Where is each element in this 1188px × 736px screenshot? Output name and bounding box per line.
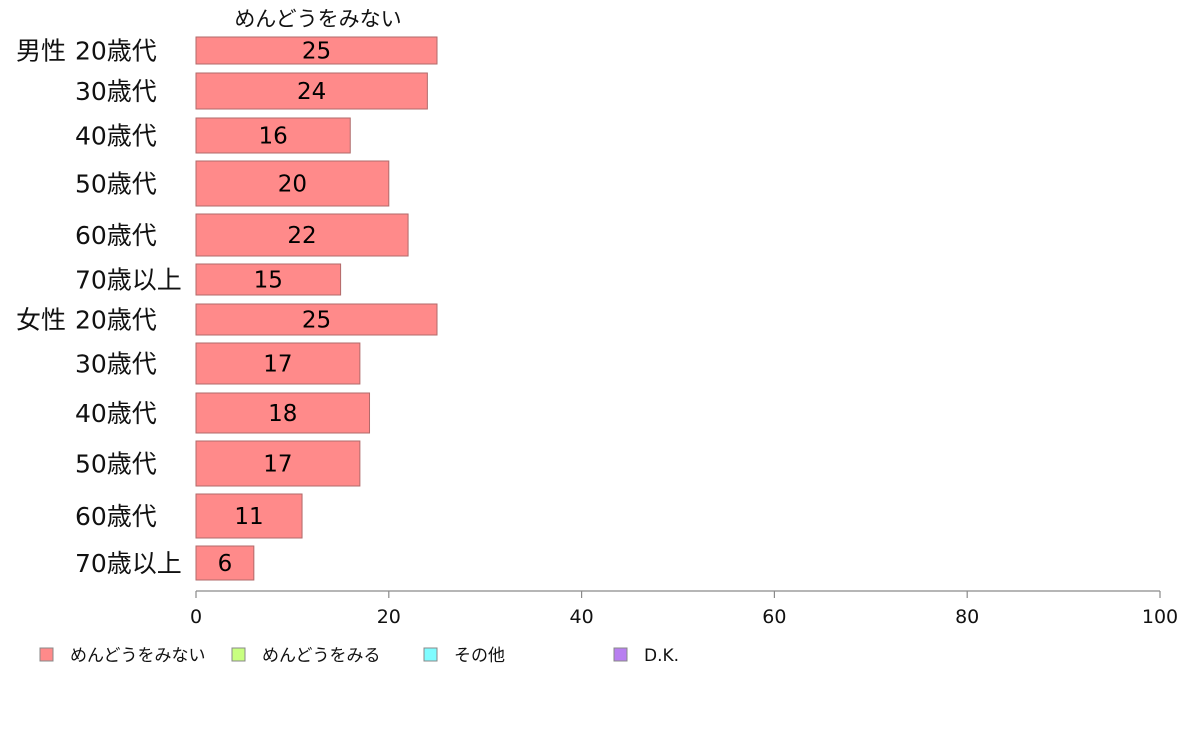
bar-value-label: 24 xyxy=(297,79,326,105)
x-tick-label: 60 xyxy=(762,606,786,628)
category-label: 30歳代 xyxy=(75,350,157,379)
legend-label: めんどうをみない xyxy=(70,646,206,666)
category-label: 70歳以上 xyxy=(75,549,182,578)
bar-value-label: 25 xyxy=(302,39,331,65)
bar-value-label: 22 xyxy=(287,223,316,249)
category-label: 20歳代 xyxy=(75,37,157,66)
bar xyxy=(195,117,351,154)
bar-value-label: 17 xyxy=(263,352,292,378)
legend-label: D.K. xyxy=(644,646,679,666)
bar-value-label: 11 xyxy=(234,504,263,530)
category-label: 50歳代 xyxy=(75,450,157,479)
x-tick-label: 0 xyxy=(190,606,202,628)
category-label: 40歳代 xyxy=(75,122,157,151)
legend-swatch xyxy=(231,647,246,662)
group-label: 女性 xyxy=(16,306,66,335)
x-tick-label: 20 xyxy=(377,606,401,628)
category-label: 20歳代 xyxy=(75,306,157,335)
legend-swatch xyxy=(423,647,438,662)
chart-title: めんどうをみない xyxy=(234,7,401,31)
bar-value-label: 25 xyxy=(302,308,331,334)
bar xyxy=(195,545,255,581)
category-label: 30歳代 xyxy=(75,77,157,106)
bar xyxy=(195,72,428,110)
bar xyxy=(195,440,361,487)
category-label: 60歳代 xyxy=(75,221,157,250)
bar xyxy=(195,392,371,434)
category-label: 40歳代 xyxy=(75,399,157,428)
bar xyxy=(195,36,438,65)
bar xyxy=(195,263,342,296)
bar-value-label: 20 xyxy=(278,172,307,198)
bar xyxy=(195,342,361,385)
bar-value-label: 17 xyxy=(263,452,292,478)
category-label: 60歳代 xyxy=(75,502,157,531)
legend-label: その他 xyxy=(454,646,505,666)
bar xyxy=(195,160,390,207)
bar xyxy=(195,493,303,539)
x-tick-label: 40 xyxy=(570,606,594,628)
x-tick-label: 100 xyxy=(1142,606,1178,628)
bar-value-label: 6 xyxy=(218,551,233,577)
x-tick-label: 80 xyxy=(955,606,979,628)
category-label: 70歳以上 xyxy=(75,266,182,295)
group-label: 男性 xyxy=(16,37,66,66)
legend-swatch xyxy=(613,647,628,662)
bar xyxy=(195,213,409,257)
legend-label: めんどうをみる xyxy=(262,646,381,666)
bar xyxy=(195,303,438,336)
bar-value-label: 18 xyxy=(268,401,297,427)
legend-swatch xyxy=(39,647,54,662)
category-label: 50歳代 xyxy=(75,170,157,199)
bar-value-label: 16 xyxy=(258,124,287,150)
bar-value-label: 15 xyxy=(254,268,283,294)
